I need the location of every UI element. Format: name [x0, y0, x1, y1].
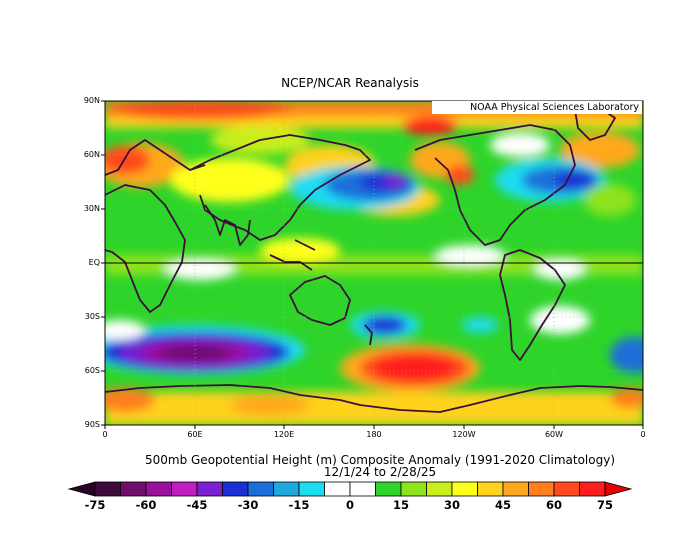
- map-title: NCEP/NCAR Reanalysis: [281, 76, 419, 90]
- colorbar-swatch: [120, 481, 147, 497]
- colorbar-swatch: [375, 481, 402, 497]
- colorbar-tick-label: -30: [237, 498, 259, 512]
- colorbar-tick-label: 60: [545, 498, 562, 512]
- colorbar-swatch: [426, 481, 453, 497]
- lat-label-60s: 60S: [84, 366, 100, 375]
- colorbar-swatch: [477, 481, 504, 497]
- colorbar-tick-label: 0: [345, 498, 354, 512]
- lat-label-eq: EQ: [88, 258, 100, 267]
- colorbar-swatch: [247, 481, 274, 497]
- colorbar-swatch: [451, 481, 478, 497]
- colorbar-swatch: [579, 481, 606, 497]
- colorbar-max-arrow: [604, 481, 633, 497]
- colorbar-swatch: [145, 481, 172, 497]
- lat-label-30n: 30N: [83, 204, 100, 213]
- lon-label-120w: 120W: [452, 430, 476, 439]
- lat-label-90s: 90S: [84, 420, 100, 429]
- colorbar-swatch: [94, 481, 121, 497]
- colorbar-swatch: [400, 481, 427, 497]
- colorbar-swatch: [222, 481, 249, 497]
- lat-label-90n: 90N: [83, 96, 100, 105]
- lon-label-0-east: 0: [640, 430, 646, 439]
- colorbar: [67, 481, 633, 497]
- colorbar-swatch: [171, 481, 198, 497]
- credit-label: NOAA Physical Sciences Laboratory: [432, 101, 642, 114]
- colorbar-tick-label: 75: [596, 498, 613, 512]
- colorbar-swatch: [349, 481, 376, 497]
- axis-ticks: [101, 100, 644, 429]
- lon-label-60w: 60W: [544, 430, 564, 439]
- lon-label-0: 0: [102, 430, 108, 439]
- colorbar-tick-label: -45: [186, 498, 208, 512]
- lon-label-60e: 60E: [187, 430, 203, 439]
- lon-label-180: 180: [366, 430, 382, 439]
- colorbar-swatch: [196, 481, 223, 497]
- colorbar-min-arrow: [67, 481, 96, 497]
- colorbar-tick-label: -15: [288, 498, 310, 512]
- colorbar-swatch: [298, 481, 325, 497]
- colorbar-swatch: [502, 481, 529, 497]
- colorbar-tick-label: 30: [443, 498, 460, 512]
- colorbar-swatch: [528, 481, 555, 497]
- lon-label-120e: 120E: [273, 430, 295, 439]
- colorbar-swatch: [273, 481, 300, 497]
- lat-label-30s: 30S: [84, 312, 100, 321]
- grid-lines: [105, 101, 643, 425]
- colorbar-tick-label: 15: [392, 498, 409, 512]
- anomaly-field: [105, 101, 643, 425]
- date-range: 12/1/24 to 2/28/25: [323, 465, 437, 479]
- field-title: 500mb Geopotential Height (m) Composite …: [144, 453, 615, 467]
- colorbar-tick-label: -60: [135, 498, 157, 512]
- coastlines: [105, 107, 643, 413]
- colorbar-tick-label: 45: [494, 498, 511, 512]
- lat-label-60n: 60N: [83, 150, 100, 159]
- colorbar-swatch: [553, 481, 580, 497]
- colorbar-tick-label: -75: [84, 498, 106, 512]
- colorbar-swatch: [324, 481, 351, 497]
